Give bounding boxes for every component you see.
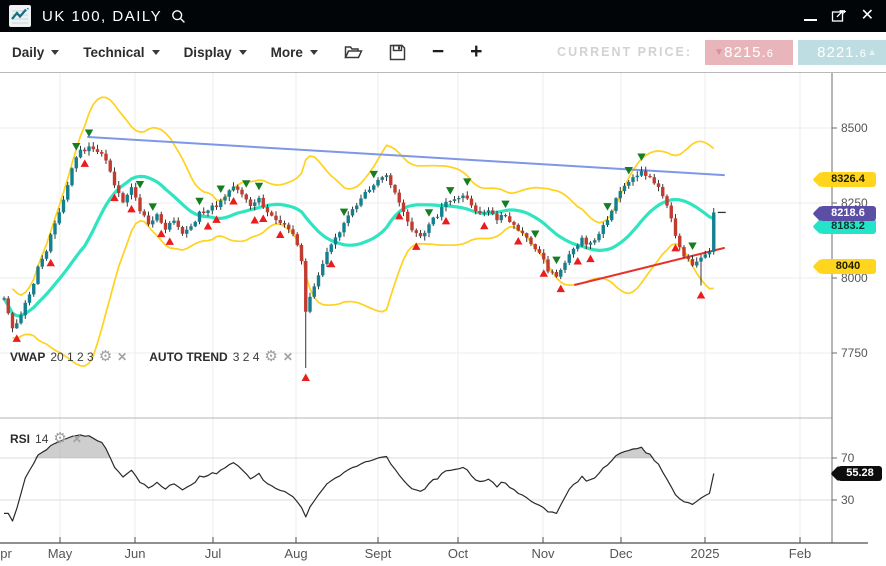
svg-text:7750: 7750 xyxy=(841,346,868,360)
svg-text:Oct: Oct xyxy=(448,546,469,561)
popout-button[interactable] xyxy=(831,9,847,23)
svg-text:Aug: Aug xyxy=(284,546,307,561)
price-tag: 8326.4 xyxy=(820,172,876,187)
rsi-layer xyxy=(4,434,715,522)
toolbar: Daily Technical Display More − + CURRENT… xyxy=(0,32,886,73)
sell-price-button[interactable]: ▼ 8215.6 xyxy=(705,39,793,65)
svg-text:8000: 8000 xyxy=(841,271,868,285)
zoom-out-button[interactable]: − xyxy=(431,40,445,63)
autotrend-settings-icon[interactable]: ⚙ xyxy=(264,348,278,365)
vwap-remove-icon[interactable]: ✕ xyxy=(117,350,128,364)
vwap-name: VWAP xyxy=(10,350,46,364)
grid-layer xyxy=(0,73,832,543)
chart-area[interactable]: 8500 8250 8000 7750 70 30 pr May Jun Jul Aug Sept Oc… xyxy=(0,73,886,566)
rsi-params: 14 xyxy=(35,432,49,446)
rsi-indicator-label: RSI 14 ⚙ ✕ xyxy=(10,430,98,447)
close-button[interactable]: ✕ xyxy=(860,7,874,24)
rsi-remove-icon[interactable]: ✕ xyxy=(71,432,82,446)
overlay-indicator-labels: VWAP 20 1 2 3 ⚙ ✕ AUTO TREND 3 2 4 ⚙ ✕ xyxy=(10,348,309,365)
svg-text:Feb: Feb xyxy=(789,546,811,561)
sell-price-value: 8215.6 xyxy=(724,43,774,61)
vwap-indicator-label: VWAP 20 1 2 3 ⚙ ✕ xyxy=(10,348,128,365)
svg-text:Dec: Dec xyxy=(609,546,633,561)
menu-timeframe-label: Daily xyxy=(12,44,45,60)
open-folder-icon[interactable] xyxy=(344,44,363,60)
menu-more-label: More xyxy=(270,44,303,60)
price-tag: 8183.2 xyxy=(820,219,876,234)
app-logo-icon xyxy=(9,5,31,27)
search-icon[interactable] xyxy=(171,9,186,24)
price-tag: 8218.6 xyxy=(820,206,876,221)
svg-text:2025: 2025 xyxy=(691,546,720,561)
current-price-label: CURRENT PRICE: xyxy=(557,45,692,59)
menu-display[interactable]: Display xyxy=(184,45,247,60)
chevron-down-icon xyxy=(309,49,318,55)
vwap-line xyxy=(2,174,715,318)
save-icon[interactable] xyxy=(389,44,406,61)
svg-text:Jul: Jul xyxy=(205,546,222,561)
title-bar: UK 100, DAILY ✕ xyxy=(0,0,886,32)
chart-title: UK 100, DAILY xyxy=(42,7,163,25)
buy-price-value: 8221.6 xyxy=(817,43,867,61)
menu-timeframe[interactable]: Daily xyxy=(12,44,60,60)
autotrend-indicator-label: AUTO TREND 3 2 4 ⚙ ✕ xyxy=(149,348,293,365)
autotrend-name: AUTO TREND xyxy=(149,350,228,364)
window-controls: ✕ xyxy=(803,7,874,24)
rsi-name: RSI xyxy=(10,432,31,446)
menu-display-label: Display xyxy=(183,44,232,60)
autotrend-remove-icon[interactable]: ✕ xyxy=(282,350,293,364)
svg-text:70: 70 xyxy=(841,451,855,465)
svg-text:Nov: Nov xyxy=(531,546,555,561)
svg-text:May: May xyxy=(48,546,73,561)
svg-text:Jun: Jun xyxy=(125,546,146,561)
menu-technical-label: Technical xyxy=(83,44,145,60)
zoom-in-button[interactable]: + xyxy=(470,40,483,63)
trendlines xyxy=(87,136,725,286)
svg-text:8500: 8500 xyxy=(841,121,868,135)
price-tag: 55.28 xyxy=(838,466,882,481)
arrow-down-icon: ▼ xyxy=(714,46,725,58)
svg-text:Sept: Sept xyxy=(365,546,392,561)
signal-markers xyxy=(12,129,706,381)
menu-technical[interactable]: Technical xyxy=(83,44,160,60)
minimize-button[interactable] xyxy=(803,11,817,21)
svg-text:pr: pr xyxy=(0,546,12,561)
candles-layer xyxy=(2,142,716,368)
menu-more[interactable]: More xyxy=(271,45,318,60)
svg-text:30: 30 xyxy=(841,493,855,507)
vwap-params: 20 1 2 3 xyxy=(50,350,94,364)
price-tag: 8040 xyxy=(820,259,876,274)
bollinger-bands xyxy=(11,96,715,367)
rsi-label-group: RSI 14 ⚙ ✕ xyxy=(10,430,82,447)
chevron-down-icon xyxy=(51,49,60,55)
arrow-up-icon: ▲ xyxy=(867,46,878,58)
chevron-down-icon xyxy=(238,49,247,55)
rsi-settings-icon[interactable]: ⚙ xyxy=(53,430,67,447)
autotrend-params: 3 2 4 xyxy=(232,350,260,364)
chevron-down-icon xyxy=(151,49,160,55)
vwap-settings-icon[interactable]: ⚙ xyxy=(98,348,113,365)
buy-price-button[interactable]: 8221.6 ▲ xyxy=(798,39,886,65)
